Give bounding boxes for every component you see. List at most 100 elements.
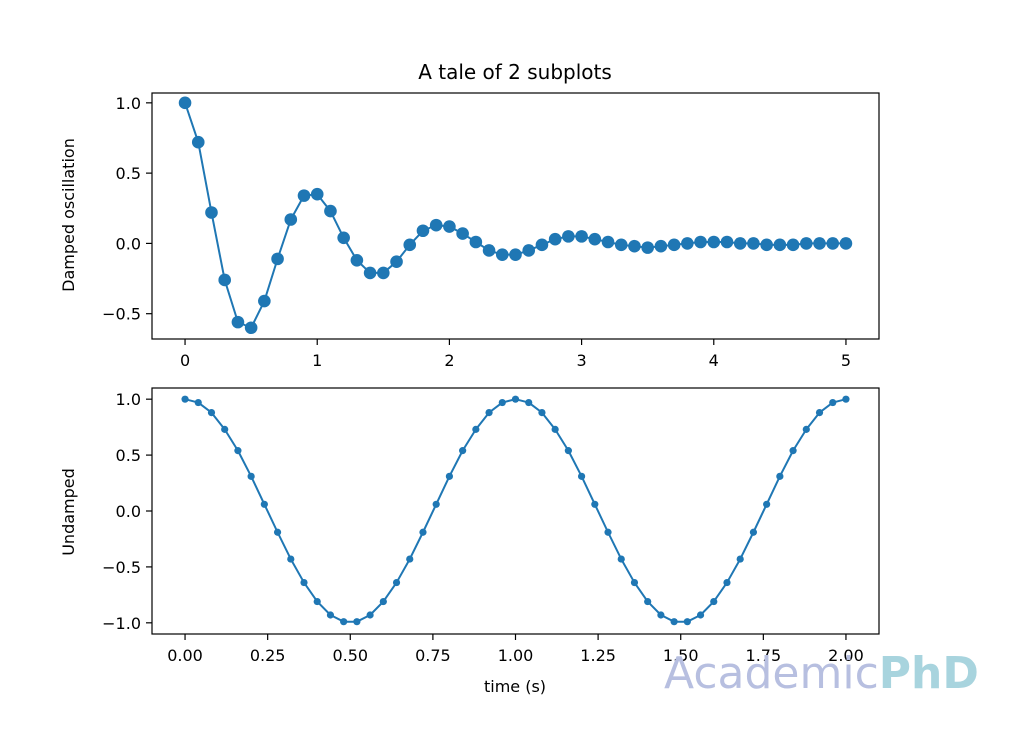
- top-data-point: [205, 206, 218, 219]
- bottom-data-point: [260, 500, 268, 508]
- top-subplot-ylabel: Damped oscillation: [59, 138, 78, 292]
- bottom-ytick-label: 0.5: [116, 446, 141, 465]
- bottom-data-point: [392, 578, 401, 587]
- bottom-data-point: [313, 597, 321, 606]
- top-data-point: [350, 253, 364, 267]
- bottom-data-point: [525, 398, 533, 407]
- top-xtick-label: 2: [444, 351, 454, 370]
- bottom-data-point: [696, 611, 705, 619]
- top-data-point: [667, 238, 681, 252]
- watermark-phd: PhD: [879, 648, 979, 699]
- top-data-point: [218, 273, 231, 287]
- bottom-data-point: [181, 395, 189, 403]
- top-data-point: [377, 266, 390, 280]
- top-data-point: [628, 239, 641, 253]
- watermark: AcademicPhD: [664, 648, 979, 699]
- bottom-data-point: [644, 597, 652, 606]
- top-data-point: [271, 252, 284, 266]
- bottom-xtick-label: 1.50: [663, 646, 699, 665]
- bottom-data-point: [670, 618, 678, 626]
- top-data-point: [839, 237, 853, 250]
- top-data-point: [443, 220, 456, 233]
- bottom-series-line: [184, 398, 847, 623]
- top-data-point: [773, 238, 787, 252]
- top-data-point: [258, 294, 271, 308]
- top-data-point: [244, 321, 258, 335]
- bottom-data-point: [340, 618, 348, 626]
- bottom-data-point: [498, 398, 506, 407]
- top-data-point: [800, 237, 813, 250]
- chart-title: A tale of 2 subplots: [418, 60, 612, 84]
- bottom-data-point: [577, 472, 586, 480]
- top-ytick-label: −0.5: [102, 305, 141, 324]
- top-data-point: [733, 237, 747, 250]
- top-data-point: [601, 235, 615, 249]
- bottom-data-point: [630, 578, 639, 587]
- bottom-xtick-label: 0.50: [332, 646, 368, 665]
- bottom-data-point: [459, 447, 467, 455]
- bottom-subplot-ylabel: Undamped: [59, 468, 78, 556]
- bottom-data-point: [445, 472, 454, 480]
- bottom-ytick-label: −1.0: [102, 614, 141, 633]
- top-data-point: [178, 96, 192, 110]
- bottom-data-point: [564, 447, 572, 455]
- bottom-data-point: [723, 578, 731, 587]
- top-data-point: [416, 224, 430, 238]
- bottom-data-point: [300, 578, 308, 587]
- top-data-point: [495, 248, 509, 261]
- top-data-point: [588, 232, 602, 246]
- bottom-ytick-label: −0.5: [102, 558, 141, 577]
- bottom-data-point: [815, 409, 824, 417]
- bottom-xtick-label: 1.75: [746, 646, 782, 665]
- top-xtick-label: 5: [841, 351, 851, 370]
- top-data-point: [522, 244, 536, 257]
- bottom-ytick-label: 1.0: [116, 390, 141, 409]
- bottom-data-point: [221, 425, 229, 433]
- bottom-data-point: [273, 528, 282, 536]
- top-data-point: [191, 135, 205, 149]
- top-series-line: [184, 102, 846, 329]
- top-data-point: [310, 187, 324, 201]
- top-data-point: [509, 248, 522, 261]
- bottom-data-point: [353, 618, 361, 626]
- top-data-point: [641, 241, 654, 254]
- top-data-point: [482, 244, 496, 257]
- top-data-point: [654, 239, 668, 253]
- bottom-data-point: [366, 611, 374, 619]
- watermark-academic: Academic: [664, 648, 879, 699]
- bottom-data-point: [604, 528, 612, 536]
- top-data-point: [562, 230, 575, 243]
- top-data-point: [535, 238, 549, 252]
- top-xtick-label: 1: [312, 351, 322, 370]
- bottom-data-point: [829, 398, 837, 407]
- bottom-xtick-label: 0.75: [415, 646, 451, 665]
- bottom-data-point: [591, 500, 599, 508]
- top-xtick-label: 3: [576, 351, 586, 370]
- bottom-data-point: [472, 425, 480, 433]
- top-data-point: [786, 238, 800, 252]
- top-data-point: [469, 235, 483, 249]
- top-data-point: [720, 235, 734, 249]
- bottom-data-point: [683, 618, 691, 626]
- bottom-data-point: [194, 398, 202, 407]
- top-data-point: [575, 230, 588, 243]
- top-ytick-label: 0.5: [116, 164, 141, 183]
- bottom-data-point: [234, 447, 242, 455]
- top-data-point: [403, 238, 417, 252]
- top-ytick-label: 1.0: [116, 94, 141, 113]
- bottom-xtick-label: 1.25: [580, 646, 616, 665]
- bottom-data-point: [776, 472, 784, 480]
- bottom-data-point: [511, 395, 520, 403]
- top-data-point: [429, 218, 443, 232]
- bottom-data-point: [617, 555, 625, 563]
- top-data-point: [297, 189, 311, 202]
- bottom-data-point: [657, 611, 665, 619]
- bottom-data-point: [763, 500, 771, 508]
- bottom-data-point: [419, 528, 427, 536]
- top-axes-frame: [151, 92, 880, 340]
- bottom-data-point: [710, 597, 718, 606]
- top-data-point: [760, 238, 773, 252]
- top-data-point: [548, 232, 562, 246]
